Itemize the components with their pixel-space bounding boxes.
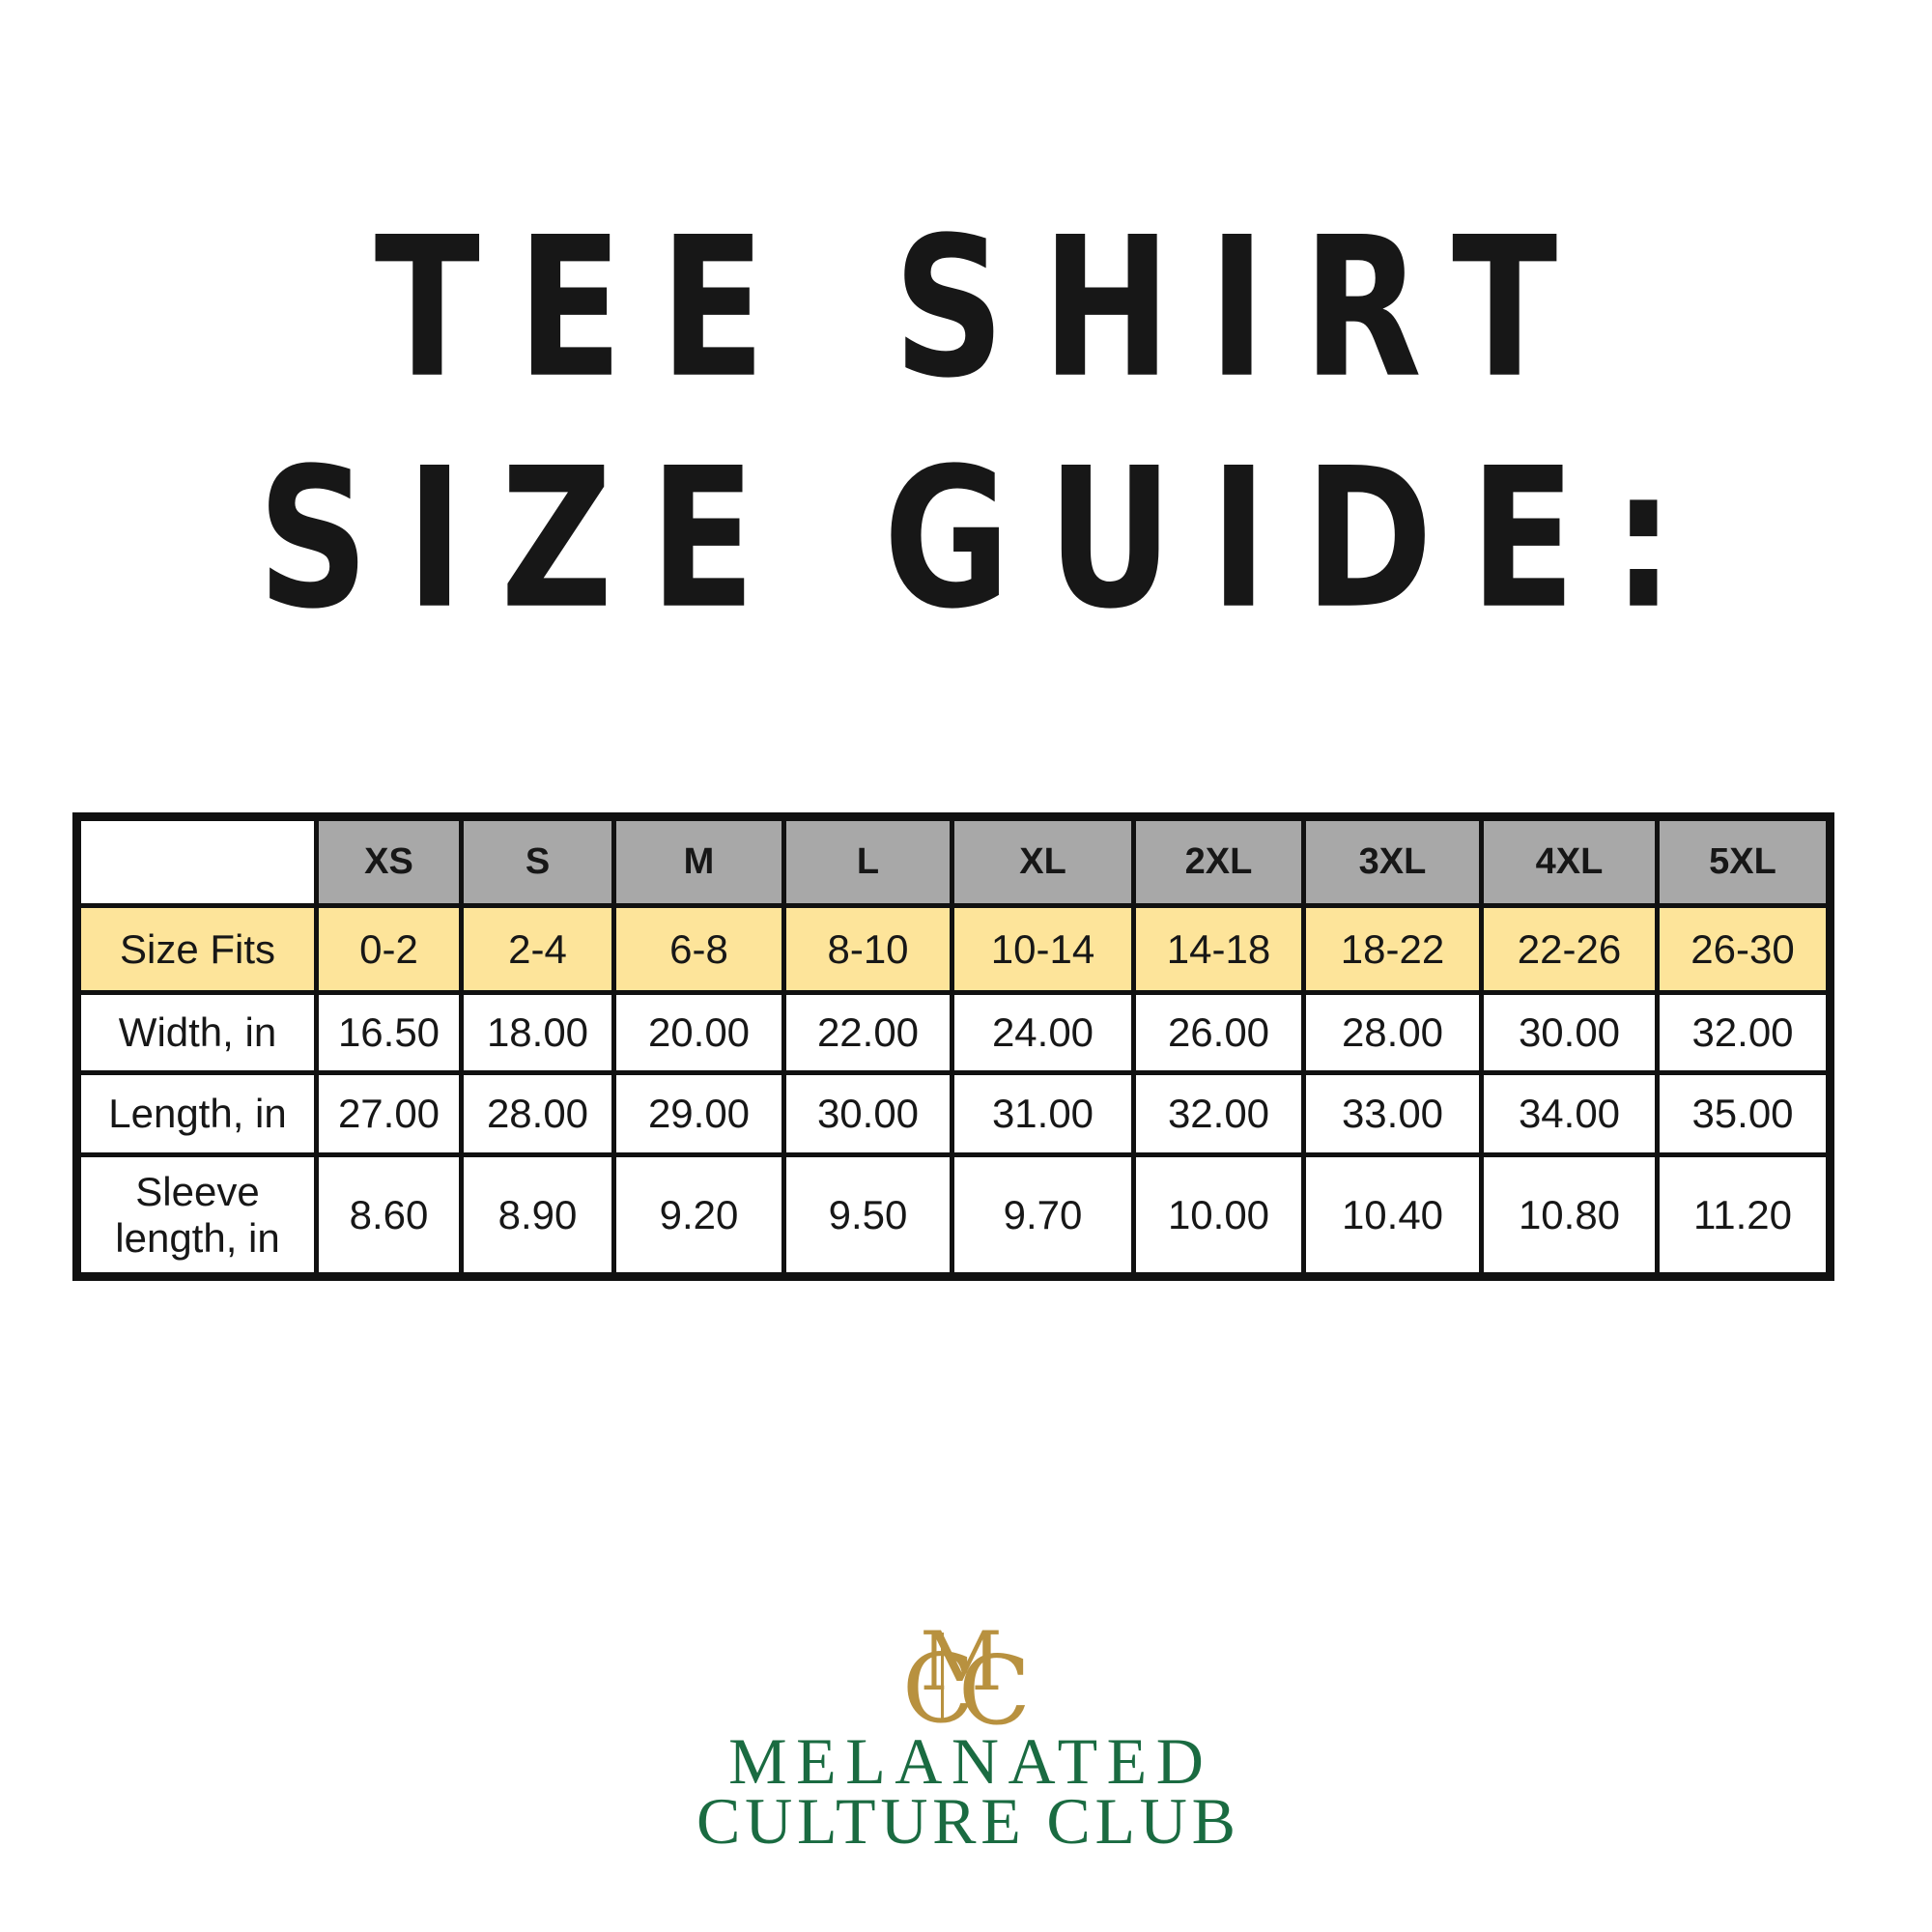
size-fits-3xl: 18-22 [1301,903,1484,995]
width-m: 20.00 [611,990,786,1075]
sleeve-s: 8.90 [459,1152,616,1279]
mcc-monogram-logo: M C C [902,1621,1031,1739]
sleeve-5xl: 11.20 [1655,1152,1833,1279]
length-s: 28.00 [459,1070,616,1157]
table-row-sleeve-length: Sleeve length, in 8.60 8.90 9.20 9.50 9.… [74,1152,1833,1279]
size-fits-l: 8-10 [781,903,954,995]
monogram-letter-c-right: C [958,1636,1031,1747]
size-fits-4xl: 22-26 [1479,903,1660,995]
row-label-size-fits: Size Fits [74,903,319,995]
width-s: 18.00 [459,990,616,1075]
size-fits-s: 2-4 [459,903,616,995]
column-header-xl: XL [950,814,1136,908]
sleeve-4xl: 10.80 [1479,1152,1660,1279]
width-xl: 24.00 [950,990,1136,1075]
length-xs: 27.00 [314,1070,464,1157]
column-header-xs: XS [314,814,464,908]
length-m: 29.00 [611,1070,786,1157]
column-header-2xl: 2XL [1131,814,1306,908]
column-header-m: M [611,814,786,908]
row-label-sleeve-length: Sleeve length, in [74,1152,319,1279]
column-header-s: S [459,814,616,908]
width-5xl: 32.00 [1655,990,1833,1075]
length-3xl: 33.00 [1301,1070,1484,1157]
length-2xl: 32.00 [1131,1070,1306,1157]
sleeve-xs: 8.60 [314,1152,464,1279]
width-4xl: 30.00 [1479,990,1660,1075]
table-row-width: Width, in 16.50 18.00 20.00 22.00 24.00 … [74,990,1833,1075]
sleeve-xl: 9.70 [950,1152,1136,1279]
size-fits-xs: 0-2 [314,903,464,995]
length-5xl: 35.00 [1655,1070,1833,1157]
row-label-length: Length, in [74,1070,319,1157]
row-label-width: Width, in [74,990,319,1075]
sleeve-m: 9.20 [611,1152,786,1279]
page-title-line-1: TEE SHIRT [374,194,1595,421]
length-xl: 31.00 [950,1070,1136,1157]
size-fits-2xl: 14-18 [1131,903,1306,995]
width-2xl: 26.00 [1131,990,1306,1075]
size-guide-table: XS S M L XL 2XL 3XL 4XL 5XL Size Fits 0-… [72,812,1834,1281]
size-fits-xl: 10-14 [950,903,1136,995]
width-l: 22.00 [781,990,954,1075]
page-title-line-2: SIZE GUIDE: [257,425,1712,652]
table-row-size-fits: Size Fits 0-2 2-4 6-8 8-10 10-14 14-18 1… [74,903,1833,995]
monogram-letter-c-left: C [902,1634,975,1745]
column-header-5xl: 5XL [1655,814,1833,908]
corner-cell [74,814,319,908]
length-4xl: 34.00 [1479,1070,1660,1157]
brand-name-line-1: MELANATED [728,1724,1213,1798]
length-l: 30.00 [781,1070,954,1157]
table-row-length: Length, in 27.00 28.00 29.00 30.00 31.00… [74,1070,1833,1157]
size-fits-m: 6-8 [611,903,786,995]
sleeve-3xl: 10.40 [1301,1152,1484,1279]
brand-name-line-2: CULTURE CLUB [696,1784,1240,1858]
column-header-l: L [781,814,954,908]
size-fits-5xl: 26-30 [1655,903,1833,995]
sleeve-l: 9.50 [781,1152,954,1279]
column-header-4xl: 4XL [1479,814,1660,908]
width-3xl: 28.00 [1301,990,1484,1075]
monogram-stem [941,1633,944,1719]
sleeve-2xl: 10.00 [1131,1152,1306,1279]
column-header-3xl: 3XL [1301,814,1484,908]
width-xs: 16.50 [314,990,464,1075]
table-header-row: XS S M L XL 2XL 3XL 4XL 5XL [74,814,1833,908]
monogram-letter-m: M [920,1614,1004,1709]
